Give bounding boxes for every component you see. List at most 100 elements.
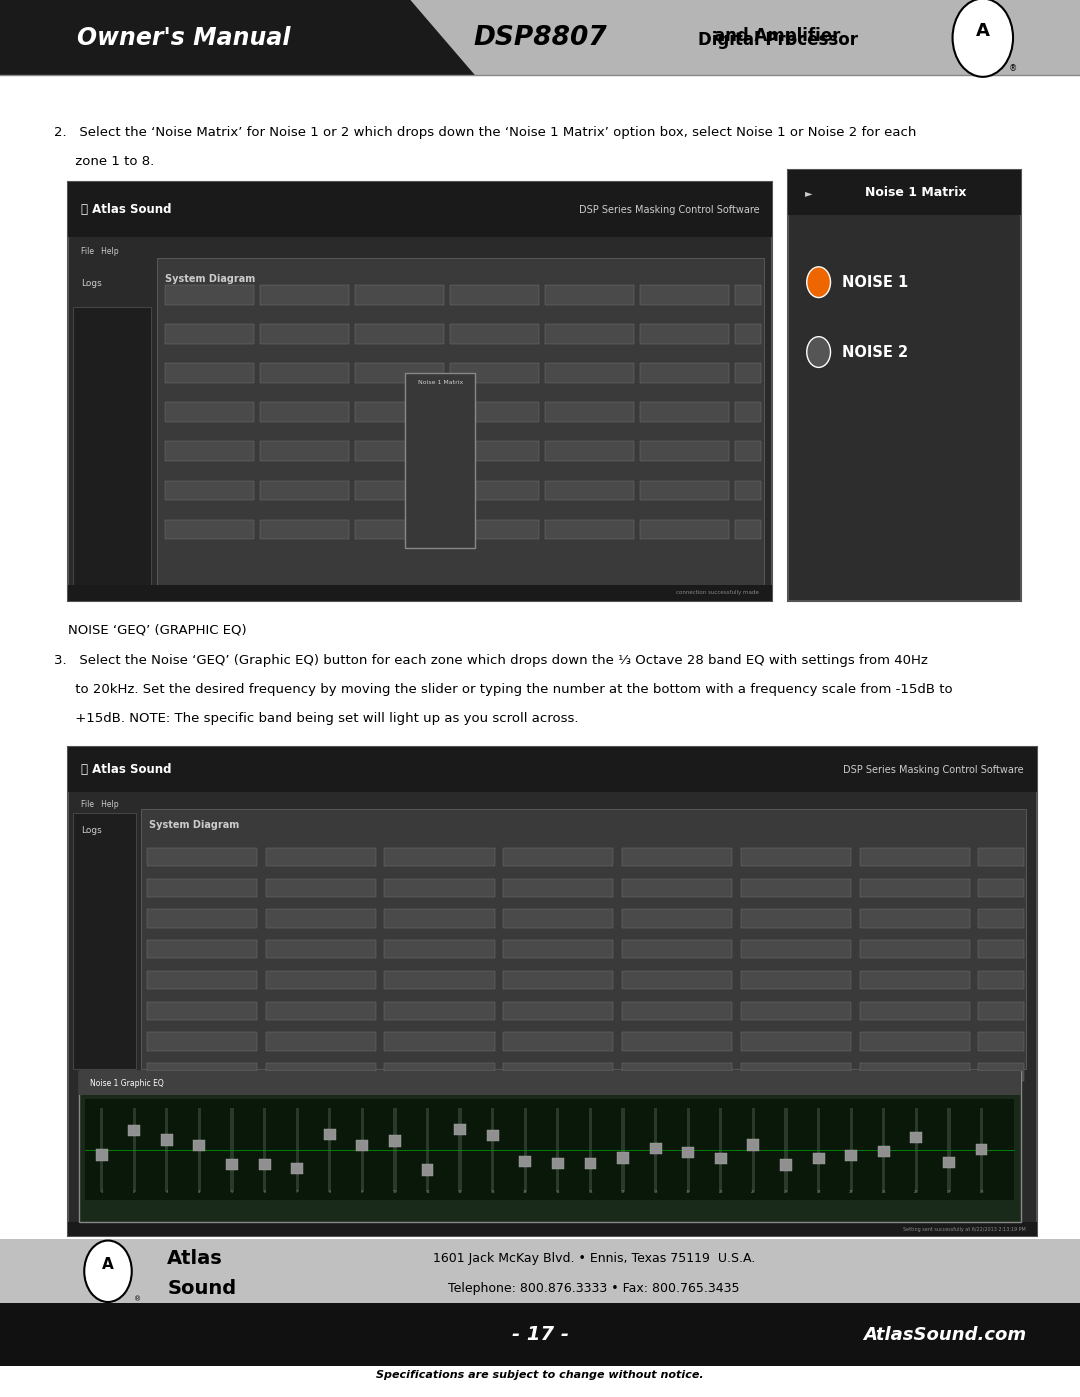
FancyBboxPatch shape: [266, 1002, 376, 1020]
FancyBboxPatch shape: [719, 1108, 723, 1192]
FancyBboxPatch shape: [266, 1063, 376, 1081]
FancyBboxPatch shape: [622, 848, 732, 866]
FancyBboxPatch shape: [384, 909, 495, 928]
FancyBboxPatch shape: [978, 1002, 1024, 1020]
FancyBboxPatch shape: [584, 1158, 596, 1169]
FancyBboxPatch shape: [355, 285, 444, 305]
FancyBboxPatch shape: [503, 971, 613, 989]
Text: 3: 3: [165, 1190, 167, 1194]
Text: 26: 26: [914, 1190, 919, 1194]
Text: 5: 5: [231, 1190, 233, 1194]
FancyBboxPatch shape: [978, 848, 1024, 866]
FancyBboxPatch shape: [503, 909, 613, 928]
FancyBboxPatch shape: [147, 848, 257, 866]
Text: - 17 -: - 17 -: [512, 1326, 568, 1344]
FancyBboxPatch shape: [258, 1158, 270, 1169]
FancyBboxPatch shape: [978, 971, 1024, 989]
FancyBboxPatch shape: [850, 1108, 853, 1192]
FancyBboxPatch shape: [980, 1108, 983, 1192]
FancyBboxPatch shape: [545, 363, 634, 383]
FancyBboxPatch shape: [556, 1108, 559, 1192]
Text: Ⓐ Atlas Sound: Ⓐ Atlas Sound: [81, 763, 172, 777]
FancyBboxPatch shape: [943, 1157, 955, 1168]
FancyBboxPatch shape: [860, 971, 970, 989]
FancyBboxPatch shape: [741, 1063, 851, 1081]
FancyBboxPatch shape: [68, 585, 772, 601]
Text: to 20kHz. Set the desired frequency by moving the slider or typing the number at: to 20kHz. Set the desired frequency by m…: [54, 683, 953, 696]
FancyBboxPatch shape: [292, 1162, 303, 1173]
FancyBboxPatch shape: [296, 1108, 299, 1192]
FancyBboxPatch shape: [384, 1002, 495, 1020]
Text: Atlas: Atlas: [167, 1249, 224, 1268]
FancyBboxPatch shape: [165, 520, 254, 539]
FancyBboxPatch shape: [752, 1108, 755, 1192]
FancyBboxPatch shape: [816, 1108, 820, 1192]
Text: DSP Series Masking Control Software: DSP Series Masking Control Software: [579, 204, 759, 215]
Text: 23: 23: [816, 1190, 821, 1194]
Text: 27: 27: [947, 1190, 951, 1194]
FancyBboxPatch shape: [450, 285, 539, 305]
FancyBboxPatch shape: [621, 1108, 624, 1192]
FancyBboxPatch shape: [73, 813, 136, 1069]
FancyBboxPatch shape: [788, 170, 1021, 601]
Text: 3.   Select the Noise ‘GEQ’ (Graphic EQ) button for each zone which drops down t: 3. Select the Noise ‘GEQ’ (Graphic EQ) b…: [54, 654, 928, 666]
FancyBboxPatch shape: [450, 441, 539, 461]
FancyBboxPatch shape: [147, 1002, 257, 1020]
Text: 19: 19: [686, 1190, 690, 1194]
FancyBboxPatch shape: [860, 1063, 970, 1081]
Text: 18: 18: [653, 1190, 658, 1194]
FancyBboxPatch shape: [355, 363, 444, 383]
FancyBboxPatch shape: [915, 1108, 918, 1192]
FancyBboxPatch shape: [355, 481, 444, 500]
FancyBboxPatch shape: [450, 481, 539, 500]
FancyBboxPatch shape: [640, 441, 729, 461]
FancyBboxPatch shape: [393, 1108, 396, 1192]
FancyBboxPatch shape: [0, 1303, 1080, 1366]
FancyBboxPatch shape: [421, 1164, 433, 1175]
FancyBboxPatch shape: [545, 520, 634, 539]
Text: 9: 9: [361, 1190, 364, 1194]
Text: NOISE ‘GEQ’ (GRAPHIC EQ): NOISE ‘GEQ’ (GRAPHIC EQ): [68, 623, 246, 636]
FancyBboxPatch shape: [741, 940, 851, 958]
Text: 6: 6: [264, 1190, 266, 1194]
FancyBboxPatch shape: [545, 481, 634, 500]
FancyBboxPatch shape: [79, 1071, 1021, 1222]
Text: 13: 13: [490, 1190, 495, 1194]
Text: 10: 10: [393, 1190, 397, 1194]
FancyBboxPatch shape: [260, 520, 349, 539]
FancyBboxPatch shape: [617, 1153, 629, 1164]
FancyBboxPatch shape: [141, 809, 1026, 1069]
FancyBboxPatch shape: [96, 1150, 108, 1161]
FancyBboxPatch shape: [545, 402, 634, 422]
FancyBboxPatch shape: [266, 909, 376, 928]
Text: ®: ®: [134, 1296, 141, 1302]
FancyBboxPatch shape: [266, 971, 376, 989]
FancyBboxPatch shape: [262, 1108, 266, 1192]
FancyBboxPatch shape: [147, 1063, 257, 1081]
FancyBboxPatch shape: [165, 1108, 168, 1192]
FancyBboxPatch shape: [640, 520, 729, 539]
FancyBboxPatch shape: [947, 1108, 950, 1192]
FancyBboxPatch shape: [622, 1032, 732, 1051]
Text: 14: 14: [523, 1190, 527, 1194]
FancyBboxPatch shape: [741, 848, 851, 866]
FancyBboxPatch shape: [812, 1153, 824, 1164]
Text: +15dB. NOTE: The specific band being set will light up as you scroll across.: +15dB. NOTE: The specific band being set…: [54, 712, 579, 725]
FancyBboxPatch shape: [260, 441, 349, 461]
FancyBboxPatch shape: [741, 1002, 851, 1020]
FancyBboxPatch shape: [503, 1002, 613, 1020]
FancyBboxPatch shape: [503, 1032, 613, 1051]
FancyBboxPatch shape: [503, 1063, 613, 1081]
Text: A: A: [103, 1257, 113, 1271]
Circle shape: [953, 0, 1013, 77]
FancyBboxPatch shape: [165, 285, 254, 305]
Text: 8: 8: [328, 1190, 330, 1194]
FancyBboxPatch shape: [715, 1153, 727, 1164]
FancyBboxPatch shape: [741, 879, 851, 897]
FancyBboxPatch shape: [622, 1063, 732, 1081]
FancyBboxPatch shape: [784, 1108, 787, 1192]
FancyBboxPatch shape: [361, 1108, 364, 1192]
FancyBboxPatch shape: [426, 1108, 429, 1192]
Text: 28: 28: [980, 1190, 984, 1194]
FancyBboxPatch shape: [85, 1099, 1014, 1200]
